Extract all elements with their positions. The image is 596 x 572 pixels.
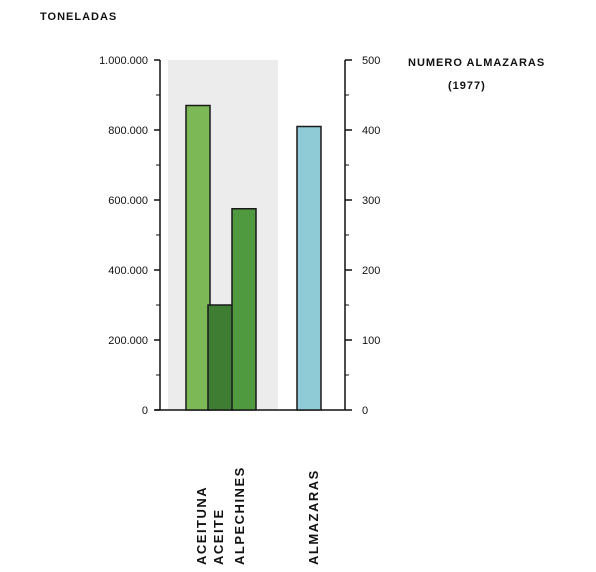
category-label-alpechines: ALPECHINES (232, 466, 247, 565)
category-labels: ACEITUNA ACEITE ALPECHINES ALMAZARAS (194, 466, 321, 565)
bar-almazaras (296, 125, 322, 411)
right-tick-label: 200 (362, 265, 380, 277)
left-tick-label: 1.000.000 (99, 55, 148, 67)
bar-aceite (207, 304, 234, 411)
right-axis-subtitle: (1977) (448, 80, 486, 92)
category-label-aceite: ACEITE (211, 508, 226, 565)
right-tick-label: 100 (362, 335, 380, 347)
right-tick-label: 400 (362, 125, 380, 137)
bar-aceituna (185, 104, 211, 411)
bar-alpechines (231, 208, 257, 411)
right-tick-label: 300 (362, 195, 380, 207)
right-axis-ticks: 0 100 200 300 400 500 (345, 55, 380, 417)
left-tick-label: 400.000 (108, 265, 148, 277)
left-axis-ticks: 0 200.000 400.000 600.000 800.000 1.000.000 (99, 55, 160, 417)
left-tick-label: 600.000 (108, 195, 148, 207)
right-tick-label: 0 (362, 405, 368, 417)
left-tick-label: 0 (142, 405, 148, 417)
category-label-almazaras: ALMAZARAS (306, 469, 321, 565)
left-axis-title: TONELADAS (40, 11, 117, 23)
right-axis-title: NUMERO ALMAZARAS (408, 57, 545, 69)
bars (185, 104, 322, 411)
left-tick-label: 200.000 (108, 335, 148, 347)
category-label-aceituna: ACEITUNA (194, 486, 209, 565)
left-tick-label: 800.000 (108, 125, 148, 137)
right-tick-label: 500 (362, 55, 380, 67)
